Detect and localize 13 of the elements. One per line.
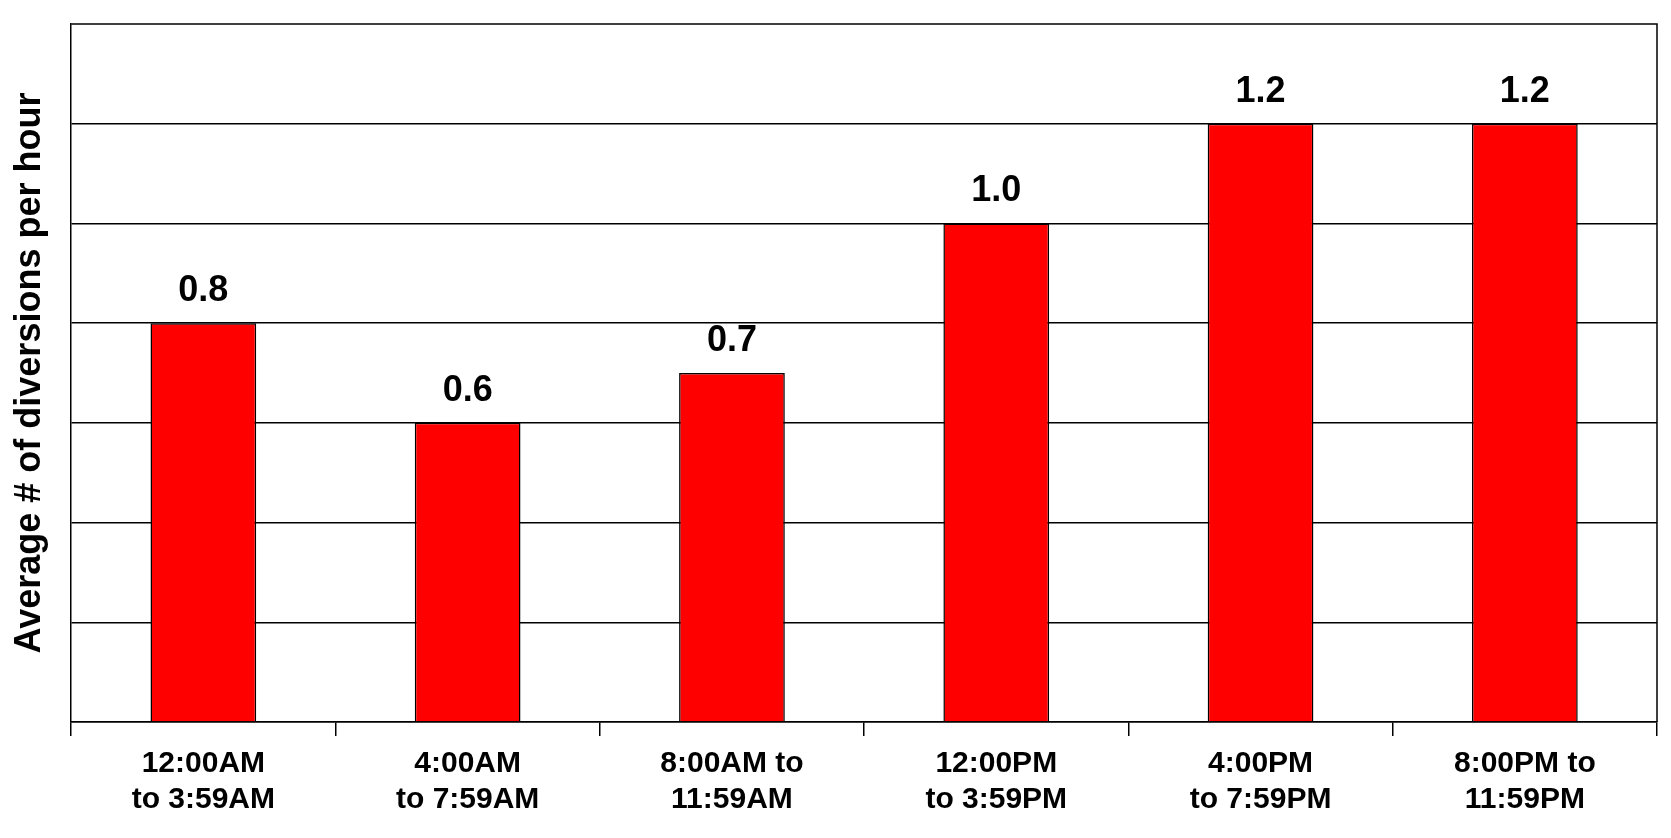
x-tick-label: 12:00AM to 3:59AM bbox=[131, 745, 276, 815]
x-tick-label: 8:00AM to 11:59AM bbox=[660, 745, 804, 815]
x-tick-label: 4:00PM to 7:59PM bbox=[1189, 745, 1332, 815]
data-label: 1.0 bbox=[971, 168, 1022, 210]
data-label: 0.8 bbox=[178, 268, 229, 310]
y-axis-title: Average # of diversions per hour bbox=[6, 92, 48, 654]
x-tick-label: 12:00PM to 3:59PM bbox=[925, 745, 1068, 815]
data-label: 1.2 bbox=[1499, 68, 1550, 110]
x-tick-label: 4:00AM to 7:59AM bbox=[395, 745, 540, 815]
data-label: 1.2 bbox=[1235, 68, 1286, 110]
x-tick-label: 8:00PM to 11:59PM bbox=[1454, 745, 1596, 815]
data-label: 0.6 bbox=[442, 367, 493, 409]
data-label: 0.7 bbox=[706, 317, 757, 359]
